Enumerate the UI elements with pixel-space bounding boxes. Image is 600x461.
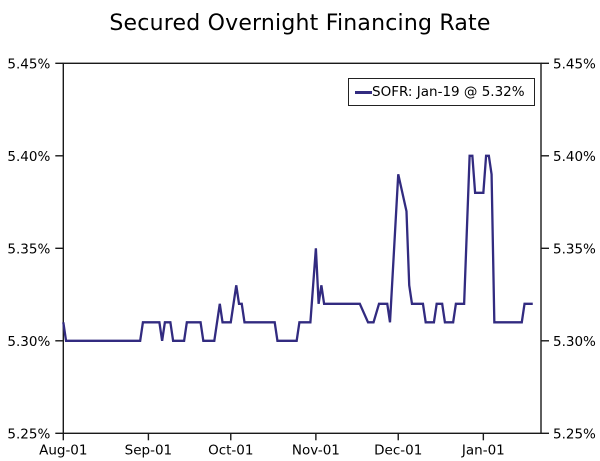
plot-frame xyxy=(62,62,542,434)
x-axis-tick-label: Dec-01 xyxy=(374,442,422,458)
y-axis-tick-label-right: 5.25% xyxy=(553,426,596,442)
y-axis-tick-label-right: 5.30% xyxy=(553,334,596,350)
x-axis-tick-label: Aug-01 xyxy=(39,442,87,458)
x-axis-tick-label: Jan-01 xyxy=(461,442,505,458)
y-axis-tick-label-left: 5.35% xyxy=(7,241,50,257)
x-axis-tick-label: Nov-01 xyxy=(292,442,340,458)
sofr-line xyxy=(62,154,533,342)
y-axis-tick-label-left: 5.30% xyxy=(7,334,50,350)
legend-label: SOFR: Jan-19 @ 5.32% xyxy=(372,84,525,100)
y-axis-tick-label-right: 5.35% xyxy=(553,241,596,257)
legend-box: SOFR: Jan-19 @ 5.32% xyxy=(348,78,535,106)
y-axis-tick-label-left: 5.25% xyxy=(7,426,50,442)
y-axis-tick-label-left: 5.45% xyxy=(7,56,50,72)
y-axis-tick-label-right: 5.45% xyxy=(553,56,596,72)
y-axis-tick-label-right: 5.40% xyxy=(553,149,596,165)
y-axis-tick-label-left: 5.40% xyxy=(7,149,50,165)
legend-line-swatch xyxy=(355,90,372,94)
x-axis-tick-label: Sep-01 xyxy=(125,442,173,458)
x-axis-tick-label: Oct-01 xyxy=(208,442,253,458)
chart-title: Secured Overnight Financing Rate xyxy=(109,11,491,36)
